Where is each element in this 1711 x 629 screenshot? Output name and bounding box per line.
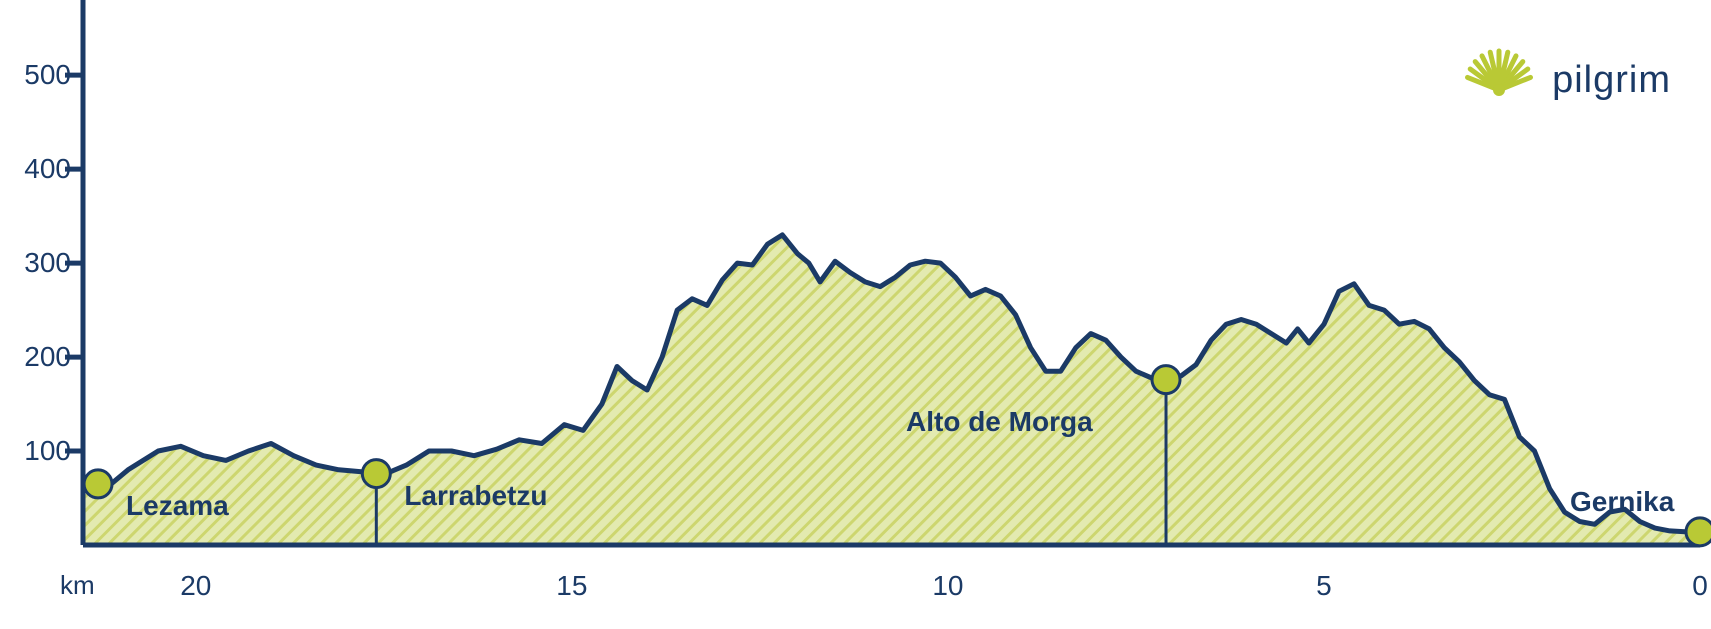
y-tick-label: 500 <box>1 59 71 91</box>
poi-label: Larrabetzu <box>404 480 547 512</box>
x-tick-label: 5 <box>1316 570 1332 602</box>
poi-marker <box>84 470 112 498</box>
elevation-chart <box>0 0 1711 629</box>
y-tick-label: 100 <box>1 435 71 467</box>
brand-logo: pilgrim <box>1464 45 1671 115</box>
poi-label: Lezama <box>126 490 229 522</box>
poi-marker <box>362 460 390 488</box>
x-tick-label: 15 <box>556 570 587 602</box>
x-axis-unit: km <box>60 570 95 601</box>
y-tick-label: 400 <box>1 153 71 185</box>
poi-label: Alto de Morga <box>906 406 1093 438</box>
x-tick-label: 20 <box>180 570 211 602</box>
y-tick-label: 200 <box>1 341 71 373</box>
y-tick-label: 300 <box>1 247 71 279</box>
brand-text: pilgrim <box>1552 59 1671 102</box>
poi-marker <box>1686 518 1711 546</box>
poi-marker <box>1152 366 1180 394</box>
x-tick-label: 10 <box>932 570 963 602</box>
x-tick-label: 0 <box>1692 570 1708 602</box>
shell-icon <box>1464 45 1534 115</box>
poi-label: Gernika <box>1570 486 1674 518</box>
